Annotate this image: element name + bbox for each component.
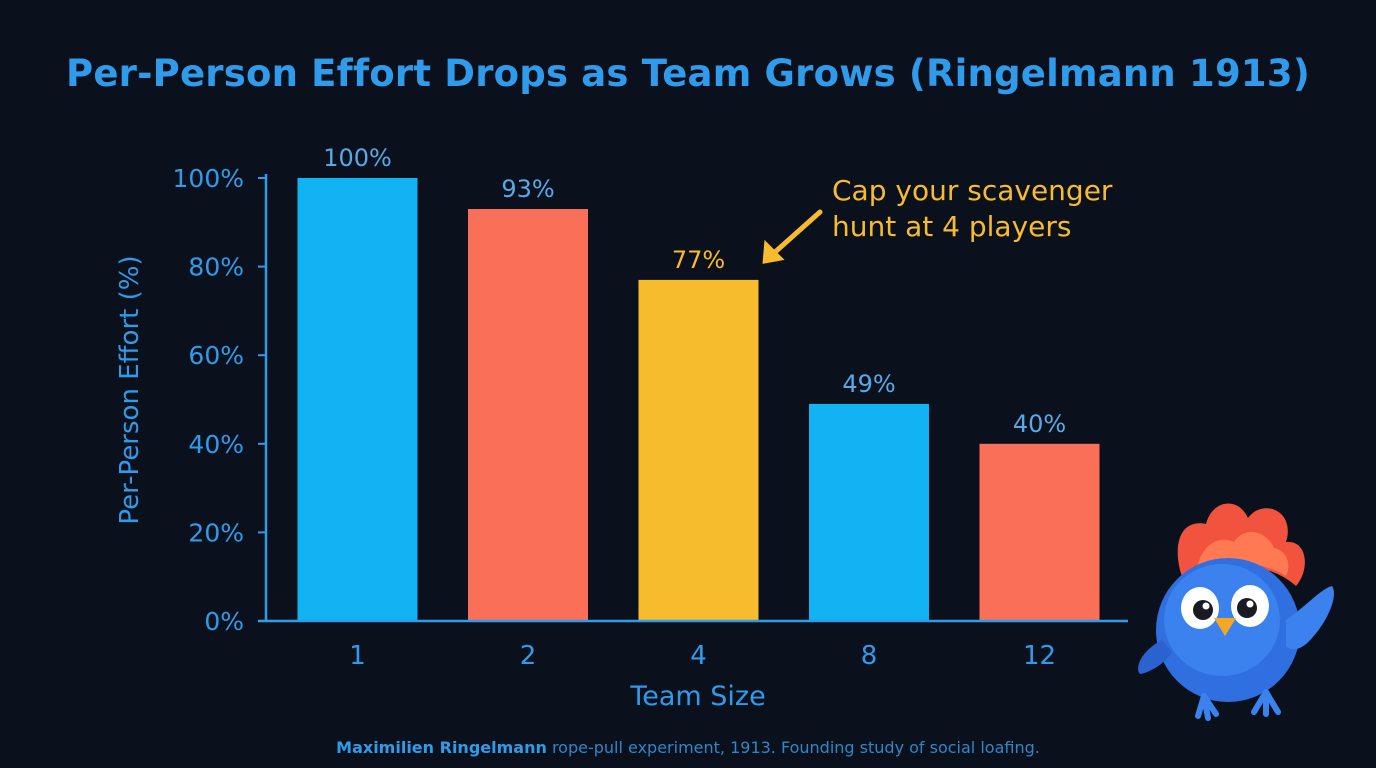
bar xyxy=(297,178,418,621)
annotation-arrowhead xyxy=(762,239,785,264)
bar-value-label: 49% xyxy=(842,370,895,398)
y-tick-label: 40% xyxy=(188,430,244,459)
annotation-text-line2: hunt at 4 players xyxy=(832,210,1071,243)
x-tick-label: 1 xyxy=(349,641,366,671)
x-axis-label: Team Size xyxy=(629,681,765,712)
y-tick-label: 0% xyxy=(204,607,244,636)
source-caption: Maximilien Ringelmann rope-pull experime… xyxy=(0,738,1376,757)
bar xyxy=(809,403,929,621)
y-tick-label: 60% xyxy=(188,341,244,370)
bar xyxy=(979,443,1100,621)
bar-value-label: 40% xyxy=(1013,410,1066,438)
caption-author: Maximilien Ringelmann xyxy=(336,738,547,757)
y-tick-label: 80% xyxy=(188,253,244,282)
bar-value-label: 100% xyxy=(323,144,392,172)
x-tick-label: 2 xyxy=(520,641,537,671)
bar-value-label: 93% xyxy=(501,175,554,203)
bar xyxy=(468,209,588,621)
bar-chart: 0% 20% 40% 60% 80% 100% 100% 1 93% 2 77% 4 49% 8 40% 12… xyxy=(115,144,1128,712)
caption-text: rope-pull experiment, 1913. Founding stu… xyxy=(546,738,1040,757)
y-axis-label: Per-Person Effort (%) xyxy=(115,255,145,524)
blue-bird-mascot-icon xyxy=(1138,503,1334,721)
annotation-arrow xyxy=(766,209,823,261)
annotation-text-line1: Cap your scavenger xyxy=(832,174,1113,207)
x-tick-label: 12 xyxy=(1023,641,1056,671)
y-tick-label: 100% xyxy=(173,164,244,193)
x-tick-label: 4 xyxy=(690,641,707,671)
y-tick-label: 20% xyxy=(188,518,244,547)
x-tick-label: 8 xyxy=(861,641,878,671)
bar xyxy=(638,279,759,621)
chart-title: Per-Person Effort Drops as Team Grows (R… xyxy=(66,52,1310,95)
bar-value-label: 77% xyxy=(672,246,725,274)
